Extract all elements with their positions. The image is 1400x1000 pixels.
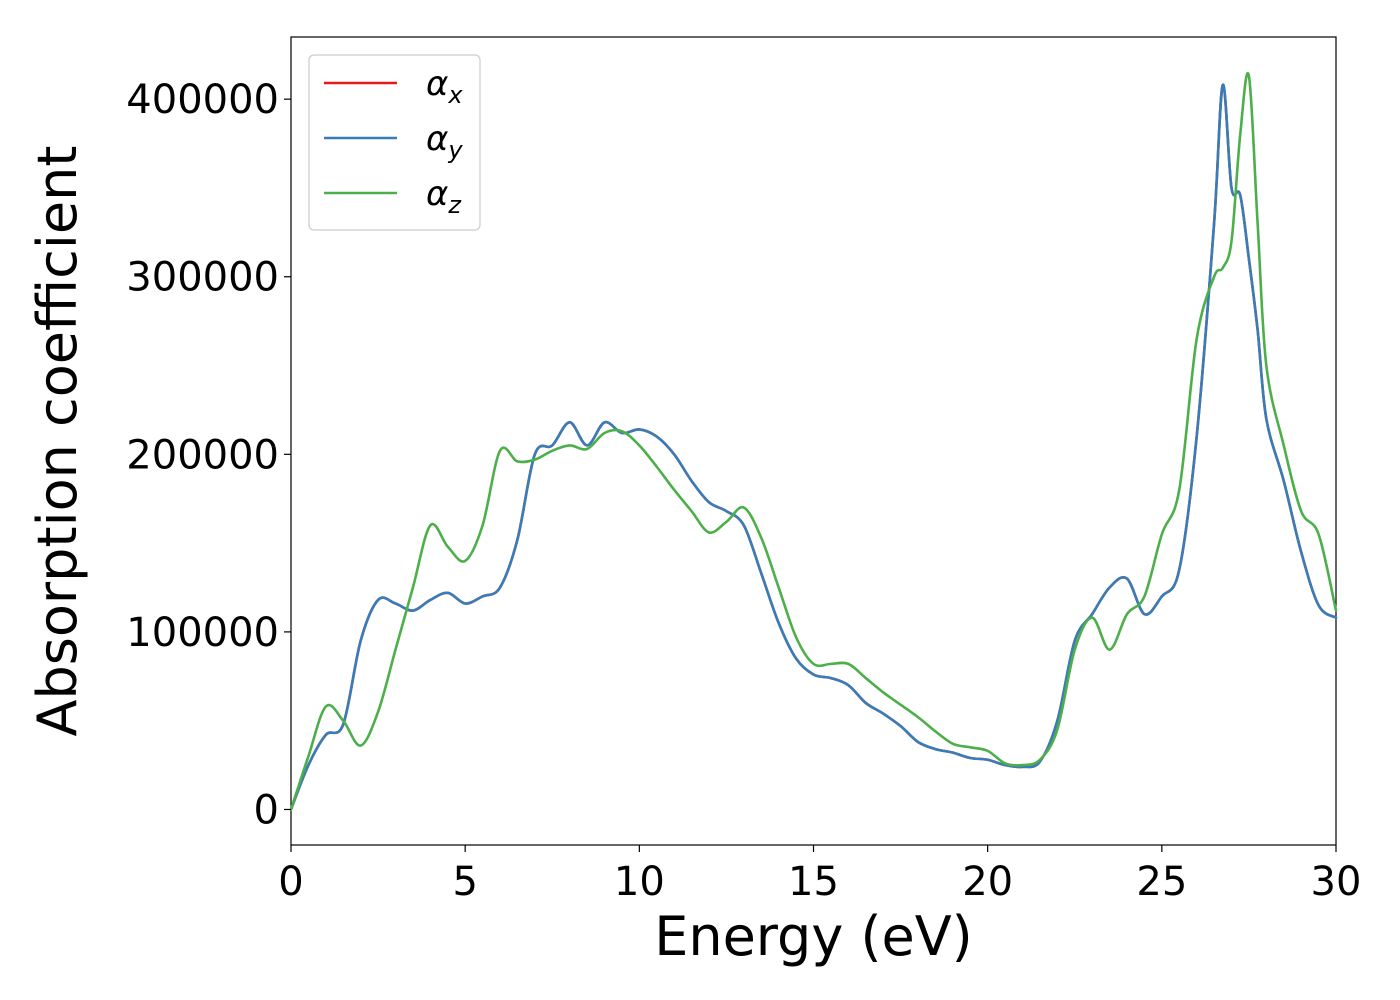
x-axis-ticks: 0 5 10 15 20 25 30 (278, 845, 1361, 905)
y-tick-label: 200000 (126, 432, 279, 478)
y-axis-title: Absorption coefficient (26, 146, 89, 737)
y-axis-ticks: 0 100000 200000 300000 400000 (126, 77, 291, 833)
x-tick-label: 10 (614, 859, 665, 905)
x-tick-label: 0 (278, 859, 303, 905)
series-line-alpha-y (289, 83, 1338, 811)
x-tick-label: 25 (1136, 859, 1187, 905)
legend-frame (308, 54, 481, 231)
series-lines (289, 72, 1338, 811)
y-tick-label: 400000 (126, 77, 279, 123)
legend-label-alpha-y: αy (426, 119, 463, 164)
x-tick-label: 30 (1311, 859, 1362, 905)
y-tick-label: 300000 (126, 255, 279, 301)
legend: αx αy αz (308, 54, 481, 231)
legend-label-alpha-z: αz (426, 174, 462, 219)
y-tick-label: 100000 (126, 610, 279, 656)
legend-label-alpha-x: αx (426, 64, 463, 109)
x-tick-label: 20 (962, 859, 1013, 905)
y-tick-label: 0 (254, 787, 279, 833)
x-tick-label: 5 (452, 859, 477, 905)
x-axis-title: Energy (eV) (654, 905, 973, 968)
series-line-alpha-z (289, 72, 1338, 811)
x-tick-label: 15 (788, 859, 839, 905)
